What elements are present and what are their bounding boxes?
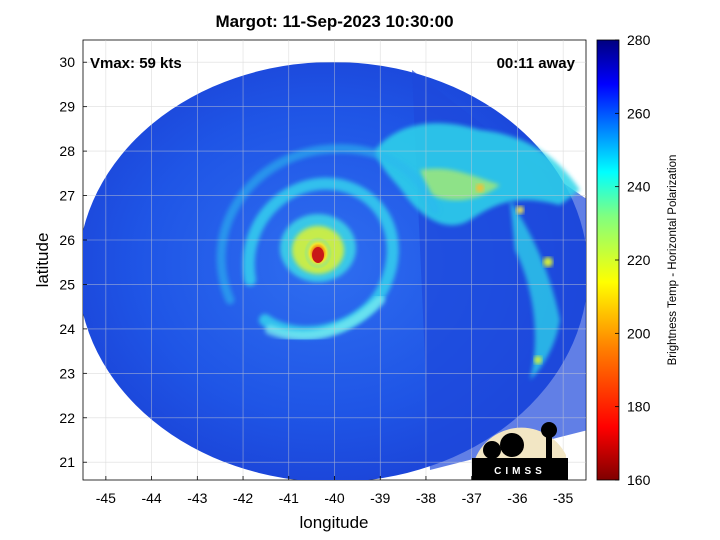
y-tick-label: 24 [59,321,75,337]
y-tick-label: 27 [59,188,75,204]
colorbar-tick-label: 280 [627,32,651,48]
x-tick-label: -35 [553,490,573,506]
x-tick-label: -39 [370,490,390,506]
colorbar-tick-label: 200 [627,325,651,341]
northeast-convection [420,168,500,201]
y-tick-label: 22 [59,410,75,426]
y-tick-label: 30 [59,54,75,70]
colorbar-label: Brightness Temp - Horizontal Polarizatio… [667,155,679,366]
x-tick-label: -45 [96,490,116,506]
logo-text: CIMSS [494,466,546,477]
away-label: 00:11 away [497,55,576,72]
y-tick-label: 26 [59,232,75,248]
colorbar-ticks: 280 260 240 220 200 180 160 [615,32,651,488]
x-tick-label: -37 [462,490,482,506]
convection-cell [534,356,542,364]
colorbar-tick-label: 160 [627,472,651,488]
y-tick-label: 28 [59,143,75,159]
map-grid [83,40,586,480]
convection-cell [476,184,484,192]
colorbar-tick-label: 240 [627,179,651,195]
y-tick-label: 29 [59,99,75,115]
x-tick-label: -36 [507,490,527,506]
x-tick-label: -44 [141,490,161,506]
y-tick-label: 21 [59,454,75,470]
x-tick-label: -43 [187,490,207,506]
storm-center-marker [312,247,324,263]
x-tick-label: -41 [279,490,299,506]
x-tick-label: -38 [416,490,436,506]
colorbar-tick-label: 220 [627,252,651,268]
convection-cell [543,257,553,267]
y-axis-label: latitude [33,233,52,288]
x-axis-ticks: -45 -44 -43 -42 -41 -40 -39 -38 -37 -36 -35 [96,476,573,506]
southern-rainband [265,295,385,341]
x-tick-label: -42 [233,490,253,506]
colorbar-tick-label: 180 [627,399,651,415]
x-tick-label: -40 [324,490,344,506]
east-rainband [510,200,560,380]
x-axis-label: longitude [299,513,368,532]
y-tick-label: 25 [59,276,75,292]
convection-cell [516,206,524,214]
vmax-label: Vmax: 59 kts [90,55,182,72]
cimss-logo: CIMSS [472,422,568,480]
colorbar-tick-label: 260 [627,105,651,121]
map-title: Margot: 11-Sep-2023 10:30:00 [215,12,454,31]
y-axis-ticks: 30 29 28 27 26 25 24 23 22 21 [59,54,87,470]
y-tick-label: 23 [59,365,75,381]
